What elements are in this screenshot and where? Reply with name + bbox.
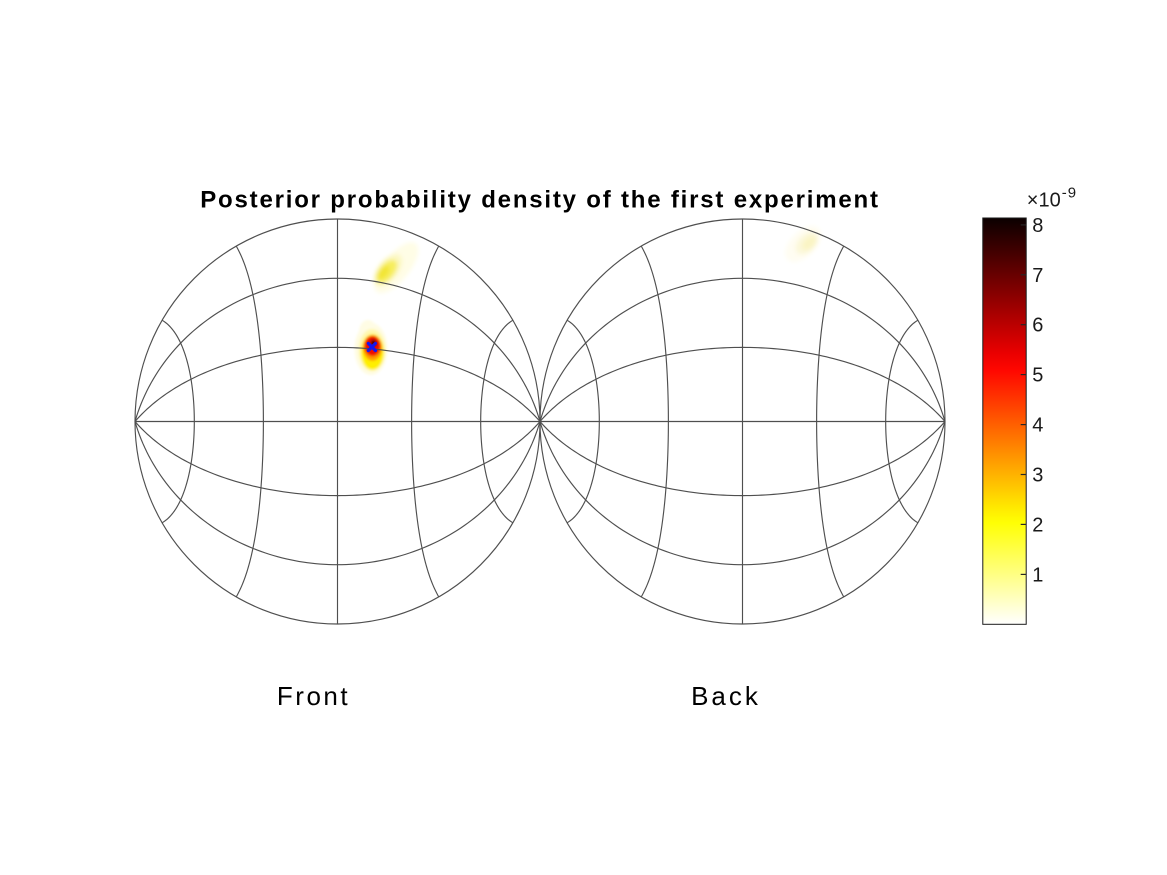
svg-text:Front: Front: [277, 681, 350, 711]
svg-text:7: 7: [1032, 265, 1043, 287]
svg-text:2: 2: [1032, 514, 1043, 536]
svg-text:4: 4: [1032, 415, 1043, 437]
svg-text:6: 6: [1032, 315, 1043, 337]
svg-text:Posterior probability density: Posterior probability density of the fir…: [200, 187, 880, 214]
svg-text:8: 8: [1032, 215, 1043, 237]
svg-text:Back: Back: [691, 681, 761, 711]
svg-text:5: 5: [1032, 365, 1043, 387]
svg-text:1: 1: [1032, 564, 1043, 586]
svg-text:3: 3: [1032, 465, 1043, 487]
